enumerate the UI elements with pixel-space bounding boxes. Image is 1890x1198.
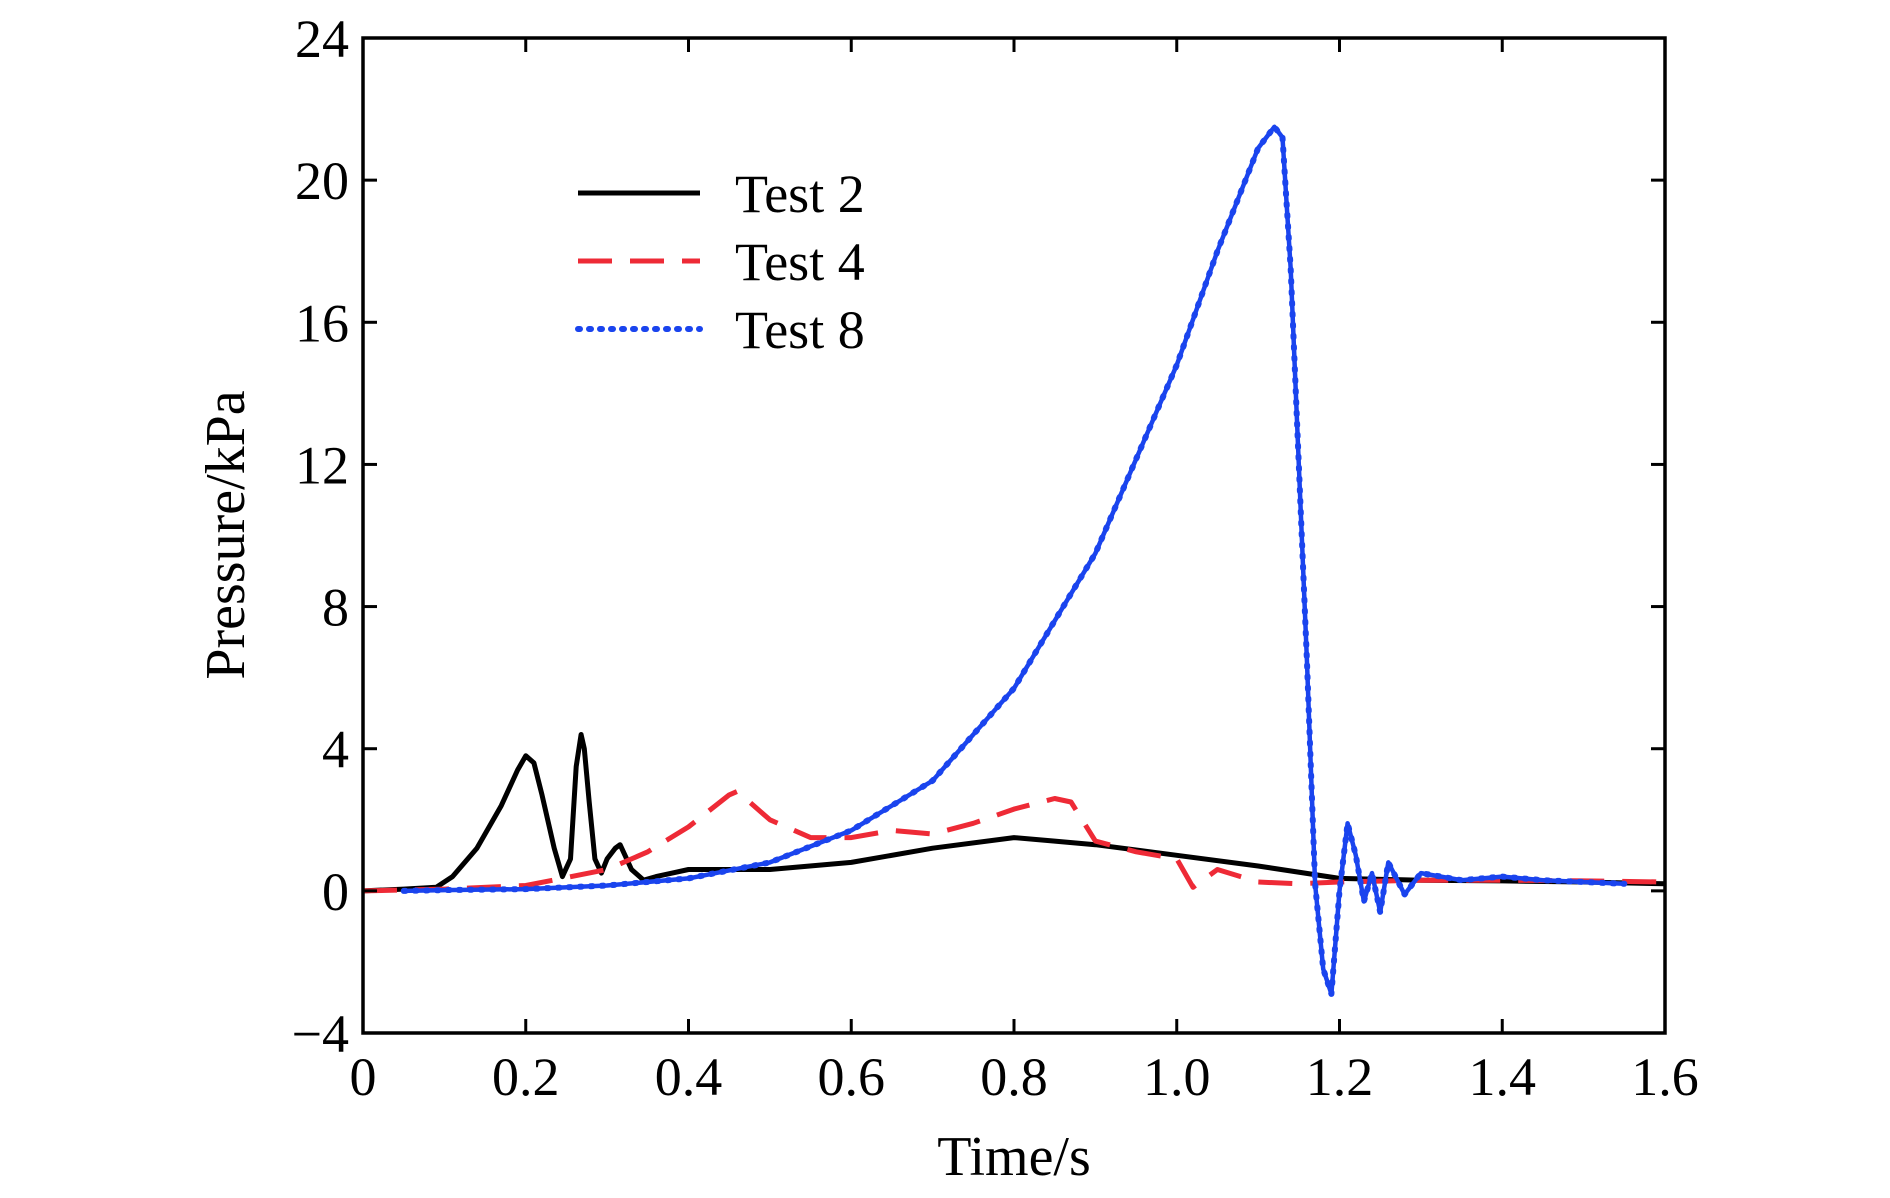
series-line-test-4 [363, 788, 1665, 894]
legend-label-test-4: Test 4 [735, 232, 865, 292]
y-tick-label: −4 [292, 1004, 349, 1064]
series-line-test-2 [363, 732, 1665, 894]
x-tick-label: 1.2 [1306, 1047, 1374, 1107]
x-tick-label: 1.4 [1469, 1047, 1537, 1107]
plot-area-frame [361, 36, 1667, 1035]
y-tick-label: 0 [322, 862, 349, 922]
y-axis-title: Pressure/kPa [195, 390, 257, 679]
series-line-test-8 [400, 123, 1628, 997]
y-tick-label: 24 [295, 9, 349, 69]
legend: Test 2 Test 4 Test 8 [575, 164, 865, 360]
x-tick-label: 1.0 [1143, 1047, 1211, 1107]
x-tick-label: 0.4 [655, 1047, 723, 1107]
series-layer [363, 123, 1665, 997]
legend-label-test-8: Test 8 [735, 300, 865, 360]
y-tick-label: 8 [322, 578, 349, 638]
x-tick-label: 0.6 [818, 1047, 886, 1107]
x-tick-label: 1.6 [1631, 1047, 1699, 1107]
legend-label-test-2: Test 2 [735, 164, 865, 224]
y-tick-label: 16 [295, 293, 349, 353]
x-tick-label: 0.2 [492, 1047, 560, 1107]
y-tick-label: 20 [295, 151, 349, 211]
x-axis-title: Time/s [937, 1126, 1091, 1188]
y-tick-label: 12 [295, 435, 349, 495]
series-line-test-8-trace [403, 124, 1625, 997]
x-tick-label: 0 [350, 1047, 377, 1107]
y-tick-label: 4 [322, 720, 349, 780]
x-tick-label: 0.8 [980, 1047, 1048, 1107]
